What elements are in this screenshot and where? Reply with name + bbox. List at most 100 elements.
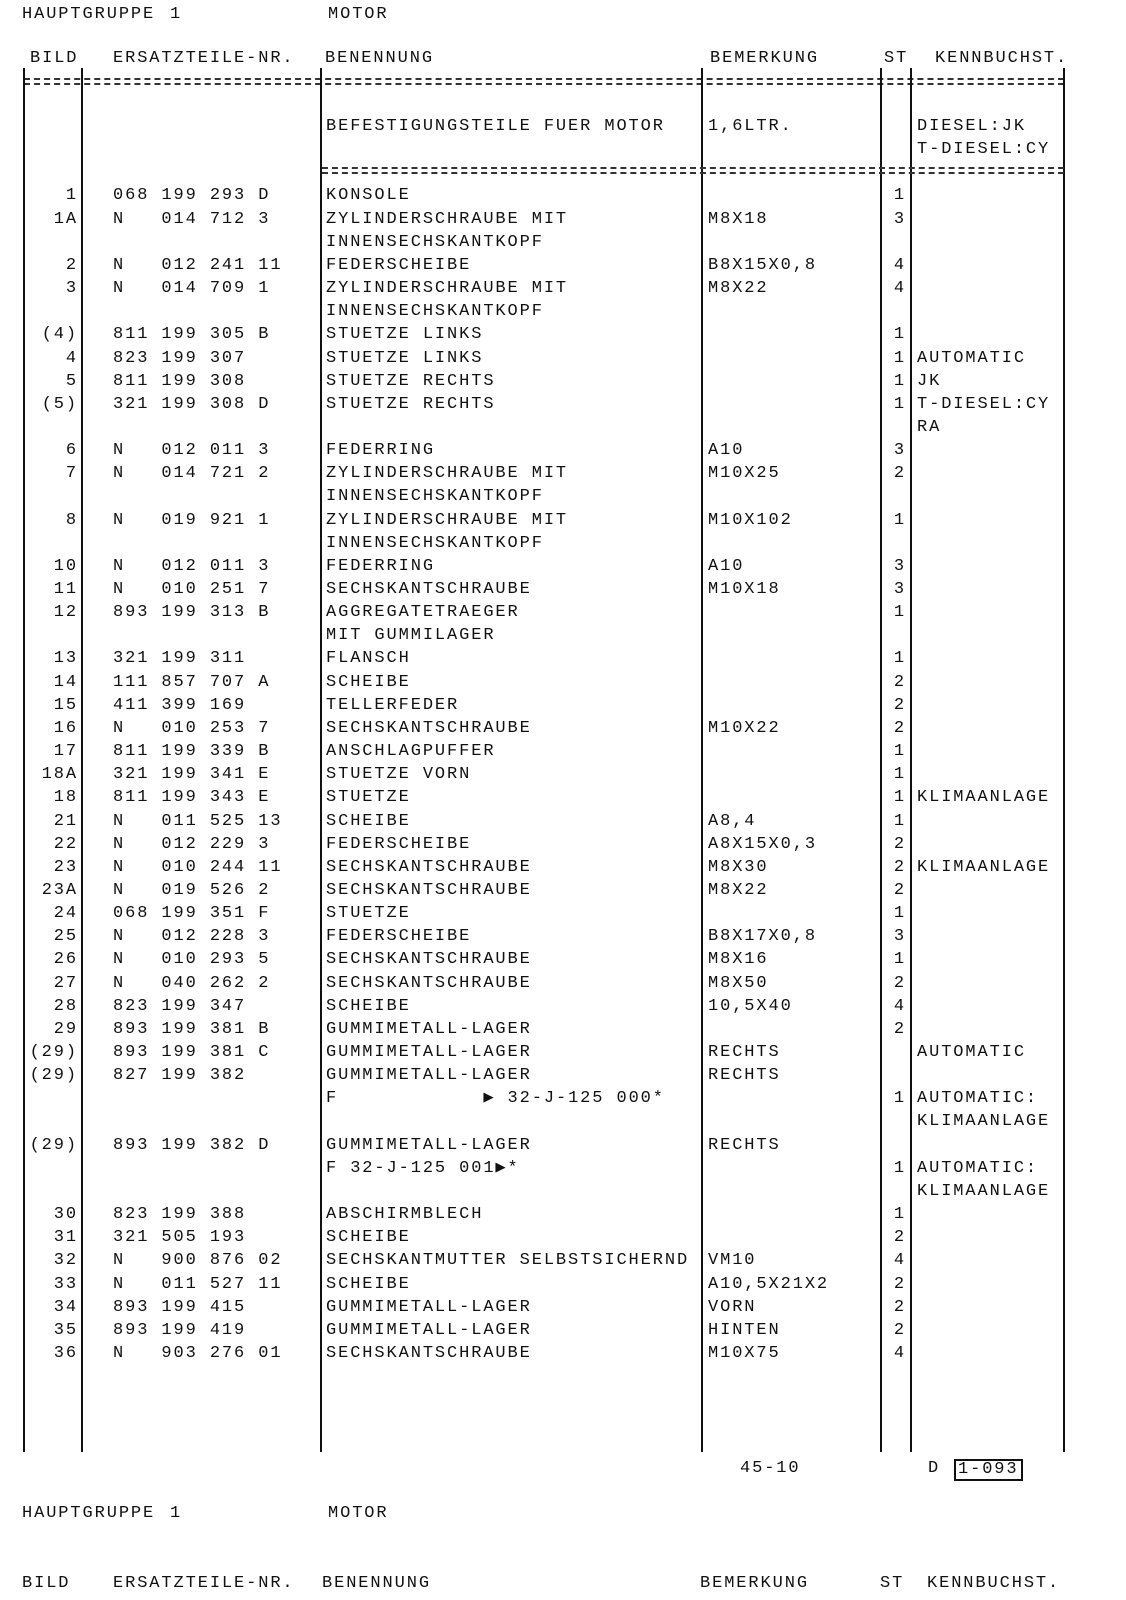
- bild-cell: 34: [53, 1297, 78, 1317]
- code-cell: KLIMAANLAGE: [917, 1181, 1051, 1201]
- remark-cell: RECHTS: [708, 1066, 781, 1086]
- quantity-cell: 2: [893, 834, 906, 854]
- bild-cell: 21: [53, 811, 78, 831]
- quantity-cell: 4: [893, 1251, 906, 1271]
- remark-cell: B8X15X0,8: [708, 255, 817, 275]
- part-number-cell: N 010 253 7: [113, 718, 271, 738]
- bild-cell: 23A: [41, 880, 78, 900]
- col-header-bemerkung-repeat: BEMERKUNG: [700, 1574, 809, 1593]
- part-number-cell: N 014 721 2: [113, 464, 271, 484]
- code-cell: KLIMAANLAGE: [917, 857, 1051, 877]
- part-number-cell: 811 199 343 E: [113, 788, 271, 808]
- description-cell: ABSCHIRMBLECH: [326, 1205, 484, 1225]
- remark-cell: 10,5X40: [708, 996, 793, 1016]
- description-cell: SCHEIBE: [326, 1274, 411, 1294]
- code-cell: AUTOMATIC:: [917, 1158, 1039, 1178]
- part-number-cell: N 012 228 3: [113, 927, 271, 947]
- description-cell: FEDERSCHEIBE: [326, 927, 472, 947]
- part-number-cell: 068 199 293 D: [113, 186, 271, 206]
- remark-cell: A10: [708, 441, 745, 461]
- description-cell: KONSOLE: [326, 186, 411, 206]
- description-cell: ZYLINDERSCHRAUBE MIT: [326, 209, 569, 229]
- description-cell: STUETZE LINKS: [326, 325, 484, 345]
- bild-cell: 13: [53, 649, 78, 669]
- bild-cell: 16: [53, 718, 78, 738]
- bild-cell: 29: [53, 1019, 78, 1039]
- part-number-cell: 811 199 339 B: [113, 742, 271, 762]
- part-number-cell: N 012 011 3: [113, 441, 271, 461]
- column-divider: [910, 68, 912, 1452]
- column-divider: [1063, 68, 1065, 1452]
- description-cell: FLANSCH: [326, 649, 411, 669]
- description-cell: GUMMIMETALL-LAGER: [326, 1320, 532, 1340]
- description-cell: STUETZE LINKS: [326, 348, 484, 368]
- part-number-cell: 321 505 193: [113, 1228, 247, 1248]
- col-header-bemerkung: BEMERKUNG: [710, 49, 819, 68]
- quantity-cell: 1: [893, 742, 906, 762]
- quantity-cell: 1: [893, 371, 906, 391]
- quantity-cell: 1: [893, 811, 906, 831]
- quantity-cell: 2: [893, 1297, 906, 1317]
- remark-cell: A8,4: [708, 811, 757, 831]
- quantity-cell: 4: [893, 996, 906, 1016]
- quantity-cell: 2: [893, 718, 906, 738]
- description-cell: GUMMIMETALL-LAGER: [326, 1066, 532, 1086]
- part-number-cell: N 040 262 2: [113, 973, 271, 993]
- quantity-cell: 1: [893, 325, 906, 345]
- bild-cell: (5): [41, 394, 78, 414]
- description-cell: TELLERFEDER: [326, 695, 460, 715]
- code-cell: DIESEL:JK: [917, 117, 1026, 136]
- quantity-cell: 1: [893, 765, 906, 785]
- quantity-cell: 4: [893, 1343, 906, 1363]
- col-header-benennung-repeat: BENENNUNG: [322, 1574, 431, 1593]
- description-cell: SCHEIBE: [326, 672, 411, 692]
- description-cell: SECHSKANTSCHRAUBE: [326, 880, 532, 900]
- bild-cell: 15: [53, 695, 78, 715]
- bild-cell: 23: [53, 857, 78, 877]
- code-cell: AUTOMATIC:: [917, 1089, 1039, 1109]
- description-cell: GUMMIMETALL-LAGER: [326, 1135, 532, 1155]
- code-cell: JK: [917, 371, 942, 391]
- bild-cell: 26: [53, 950, 78, 970]
- bild-cell: 10: [53, 556, 78, 576]
- quantity-cell: 1: [893, 394, 906, 414]
- code-cell: RA: [917, 417, 942, 437]
- quantity-cell: 2: [893, 880, 906, 900]
- bild-cell: 1: [65, 186, 78, 206]
- quantity-cell: 1: [893, 904, 906, 924]
- remark-cell: A10: [708, 556, 745, 576]
- col-header-bild-repeat: BILD: [22, 1574, 71, 1593]
- description-cell: INNENSECHSKANTKOPF: [326, 302, 544, 322]
- description-cell: FEDERSCHEIBE: [326, 834, 472, 854]
- remark-cell: VORN: [708, 1297, 757, 1317]
- part-number-cell: N 014 712 3: [113, 209, 271, 229]
- quantity-cell: 2: [893, 973, 906, 993]
- col-header-nr-repeat: ERSATZTEILE-NR.: [113, 1574, 295, 1593]
- part-number-cell: 811 199 308: [113, 371, 247, 391]
- bild-cell: 3: [65, 279, 78, 299]
- code-cell: AUTOMATIC: [917, 1043, 1026, 1062]
- quantity-cell: 2: [893, 1274, 906, 1294]
- description-cell: F ▶ 32-J-125 000*: [326, 1089, 665, 1109]
- part-number-cell: N 900 876 02: [113, 1251, 283, 1271]
- part-number-cell: N 012 011 3: [113, 556, 271, 576]
- part-number-cell: 321 199 341 E: [113, 765, 271, 785]
- part-number-cell: N 011 525 13: [113, 811, 283, 831]
- part-number-cell: N 010 244 11: [113, 857, 283, 877]
- part-number-cell: N 014 709 1: [113, 279, 271, 299]
- remark-cell: M10X18: [708, 580, 781, 599]
- quantity-cell: 3: [893, 580, 906, 599]
- remark-cell: M10X22: [708, 718, 781, 738]
- part-number-cell: 893 199 381 B: [113, 1019, 271, 1039]
- remark-cell: B8X17X0,8: [708, 927, 817, 947]
- description-cell: GUMMIMETALL-LAGER: [326, 1297, 532, 1317]
- bild-cell: 5: [65, 371, 78, 391]
- description-cell: SECHSKANTMUTTER SELBSTSICHERND: [326, 1251, 690, 1271]
- bild-cell: 32: [53, 1251, 78, 1271]
- remark-cell: M10X102: [708, 510, 793, 530]
- description-cell: ZYLINDERSCHRAUBE MIT: [326, 510, 569, 530]
- bild-cell: 22: [53, 834, 78, 854]
- remark-cell: 1,6LTR.: [708, 117, 793, 136]
- quantity-cell: 2: [893, 1228, 906, 1248]
- quantity-cell: 4: [893, 255, 906, 275]
